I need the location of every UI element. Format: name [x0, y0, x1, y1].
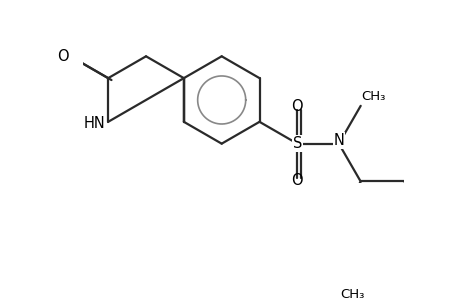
Text: S: S [292, 136, 302, 151]
Text: HN: HN [83, 116, 105, 131]
Text: N: N [333, 133, 343, 148]
Text: CH₃: CH₃ [361, 90, 385, 103]
Text: CH₃: CH₃ [340, 289, 364, 300]
Text: O: O [290, 99, 302, 114]
Text: O: O [57, 49, 68, 64]
Text: O: O [290, 173, 302, 188]
